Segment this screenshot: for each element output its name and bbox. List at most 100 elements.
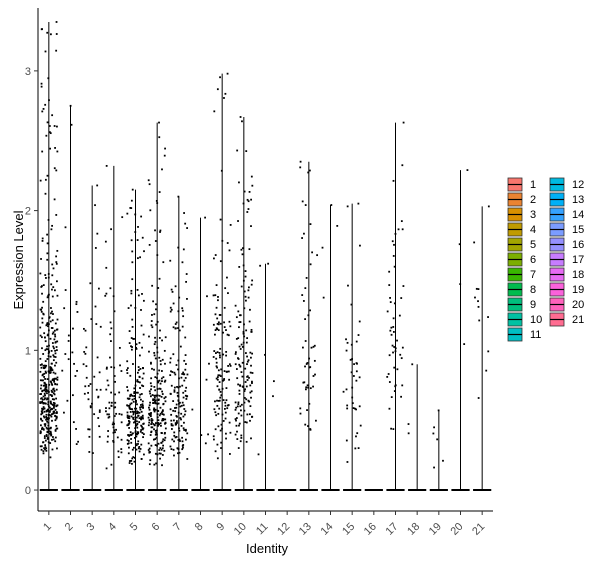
data-point [137,366,140,368]
data-point [402,121,405,124]
data-point [50,312,52,315]
data-point [141,428,144,431]
data-point [49,408,52,411]
data-point [55,349,58,352]
data-point [163,349,166,352]
data-point [154,438,157,440]
x-tick-label: 10 [232,521,249,538]
data-point [225,432,227,435]
data-point [134,418,137,421]
data-point [234,363,237,366]
data-point [139,387,141,389]
data-point [158,394,161,397]
data-point [229,431,232,434]
data-point [53,398,55,401]
data-point [112,431,115,434]
data-point [42,452,45,455]
data-point [131,278,134,281]
data-point [432,432,435,435]
data-point [473,241,476,244]
data-point [164,396,167,398]
data-point [151,326,154,329]
data-point [175,321,178,324]
points-2 [61,104,80,445]
data-point [179,417,182,419]
data-point [154,357,157,360]
data-point [139,256,141,259]
data-point [243,307,246,310]
data-point [104,240,107,243]
data-point [172,419,175,422]
data-point [54,364,56,367]
data-point [131,462,133,465]
legend-item-3: 3 [507,207,536,222]
data-point [156,320,159,323]
data-point [140,410,143,413]
data-point [85,365,88,368]
data-point [176,447,179,450]
data-point [157,442,160,445]
data-point [235,338,238,340]
data-point [156,409,159,412]
data-point [307,171,310,174]
data-point [181,384,184,387]
data-point [173,431,176,434]
data-point [236,438,239,440]
y-tick-label: 0 [25,485,31,497]
data-point [234,408,237,411]
data-point [219,356,221,359]
legend-label: 5 [530,239,536,251]
data-point [39,430,42,433]
data-point [150,385,153,388]
data-point [44,390,47,393]
violin-11 [256,263,275,492]
data-point [223,306,226,309]
data-point [139,448,142,450]
data-point [72,394,74,397]
data-point [238,181,240,184]
data-point [241,346,244,348]
data-point [97,287,100,290]
data-point [154,402,157,405]
data-point [170,288,173,291]
data-point [216,443,219,446]
violin-5 [126,189,145,492]
data-point [132,411,135,414]
data-point [212,356,215,358]
data-point [51,438,53,441]
data-point [50,33,52,36]
data-point [137,432,140,434]
data-point [155,308,157,311]
data-point [159,447,162,450]
data-point [219,375,222,377]
violin-17 [386,122,405,492]
data-point [225,350,228,353]
data-point [52,438,55,441]
data-point [46,345,49,348]
data-point [170,423,173,425]
data-point [148,412,151,415]
data-point [47,428,50,431]
data-point [161,339,163,342]
data-point [106,413,109,416]
data-point [398,314,401,317]
data-point [218,354,221,357]
points-1 [39,21,59,459]
data-point [182,371,185,374]
data-point [51,332,54,335]
data-point [216,317,219,320]
data-point [177,368,179,371]
data-point [169,408,172,411]
data-point [151,367,153,370]
data-point [77,440,80,443]
data-point [55,377,57,380]
data-point [41,398,44,401]
data-point [351,402,354,405]
data-point [162,376,165,379]
data-point [242,202,245,205]
data-point [155,431,158,434]
data-point [212,435,215,438]
data-point [55,417,58,420]
data-point [140,404,142,406]
